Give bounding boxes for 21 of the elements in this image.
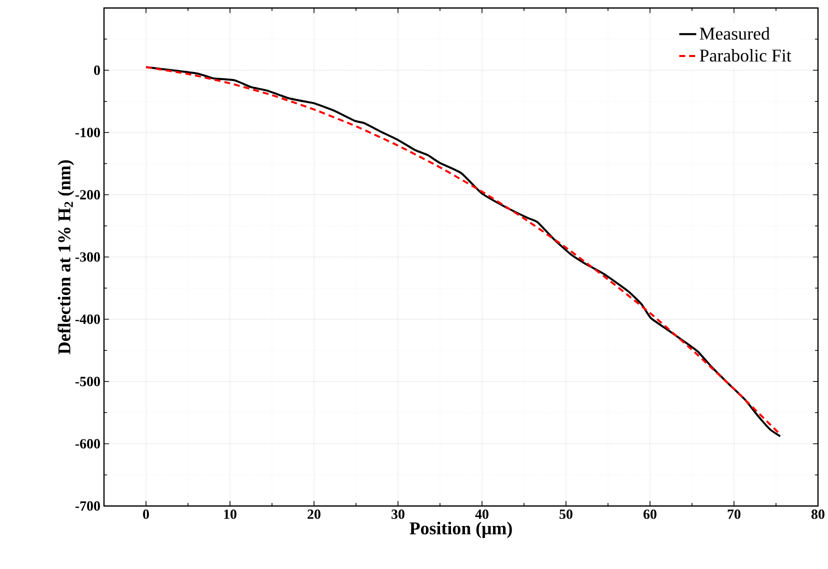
x-tick-label: 50 [560, 510, 572, 519]
x-tick-label: 80 [811, 510, 824, 519]
y-tick-label: -600 [75, 439, 100, 448]
y-tick-label: -400 [75, 314, 100, 324]
y-tick-label: -700 [75, 501, 100, 511]
y-tick-label: -300 [75, 252, 100, 262]
legend-label: Parabolic Fit [700, 49, 792, 62]
x-tick-label: 60 [644, 510, 656, 519]
x-tick-label: 30 [392, 510, 404, 519]
y-tick-label: 0 [94, 66, 100, 75]
x-tick-label: 40 [475, 510, 488, 519]
y-axis-title: Deflection at 1% H$_{2}$ (nm) [58, 160, 74, 354]
x-tick-label: 70 [728, 510, 740, 519]
y-tick-label: -500 [75, 376, 100, 386]
y-tick-label: -200 [75, 190, 100, 200]
x-tick-label: 20 [308, 510, 320, 519]
x-tick-label: 10 [224, 510, 236, 519]
legend-label: Measured [700, 27, 770, 40]
x-axis-title: Position (μm) [410, 522, 512, 538]
y-tick-label: -100 [75, 128, 100, 138]
x-tick-label: 0 [143, 510, 149, 519]
